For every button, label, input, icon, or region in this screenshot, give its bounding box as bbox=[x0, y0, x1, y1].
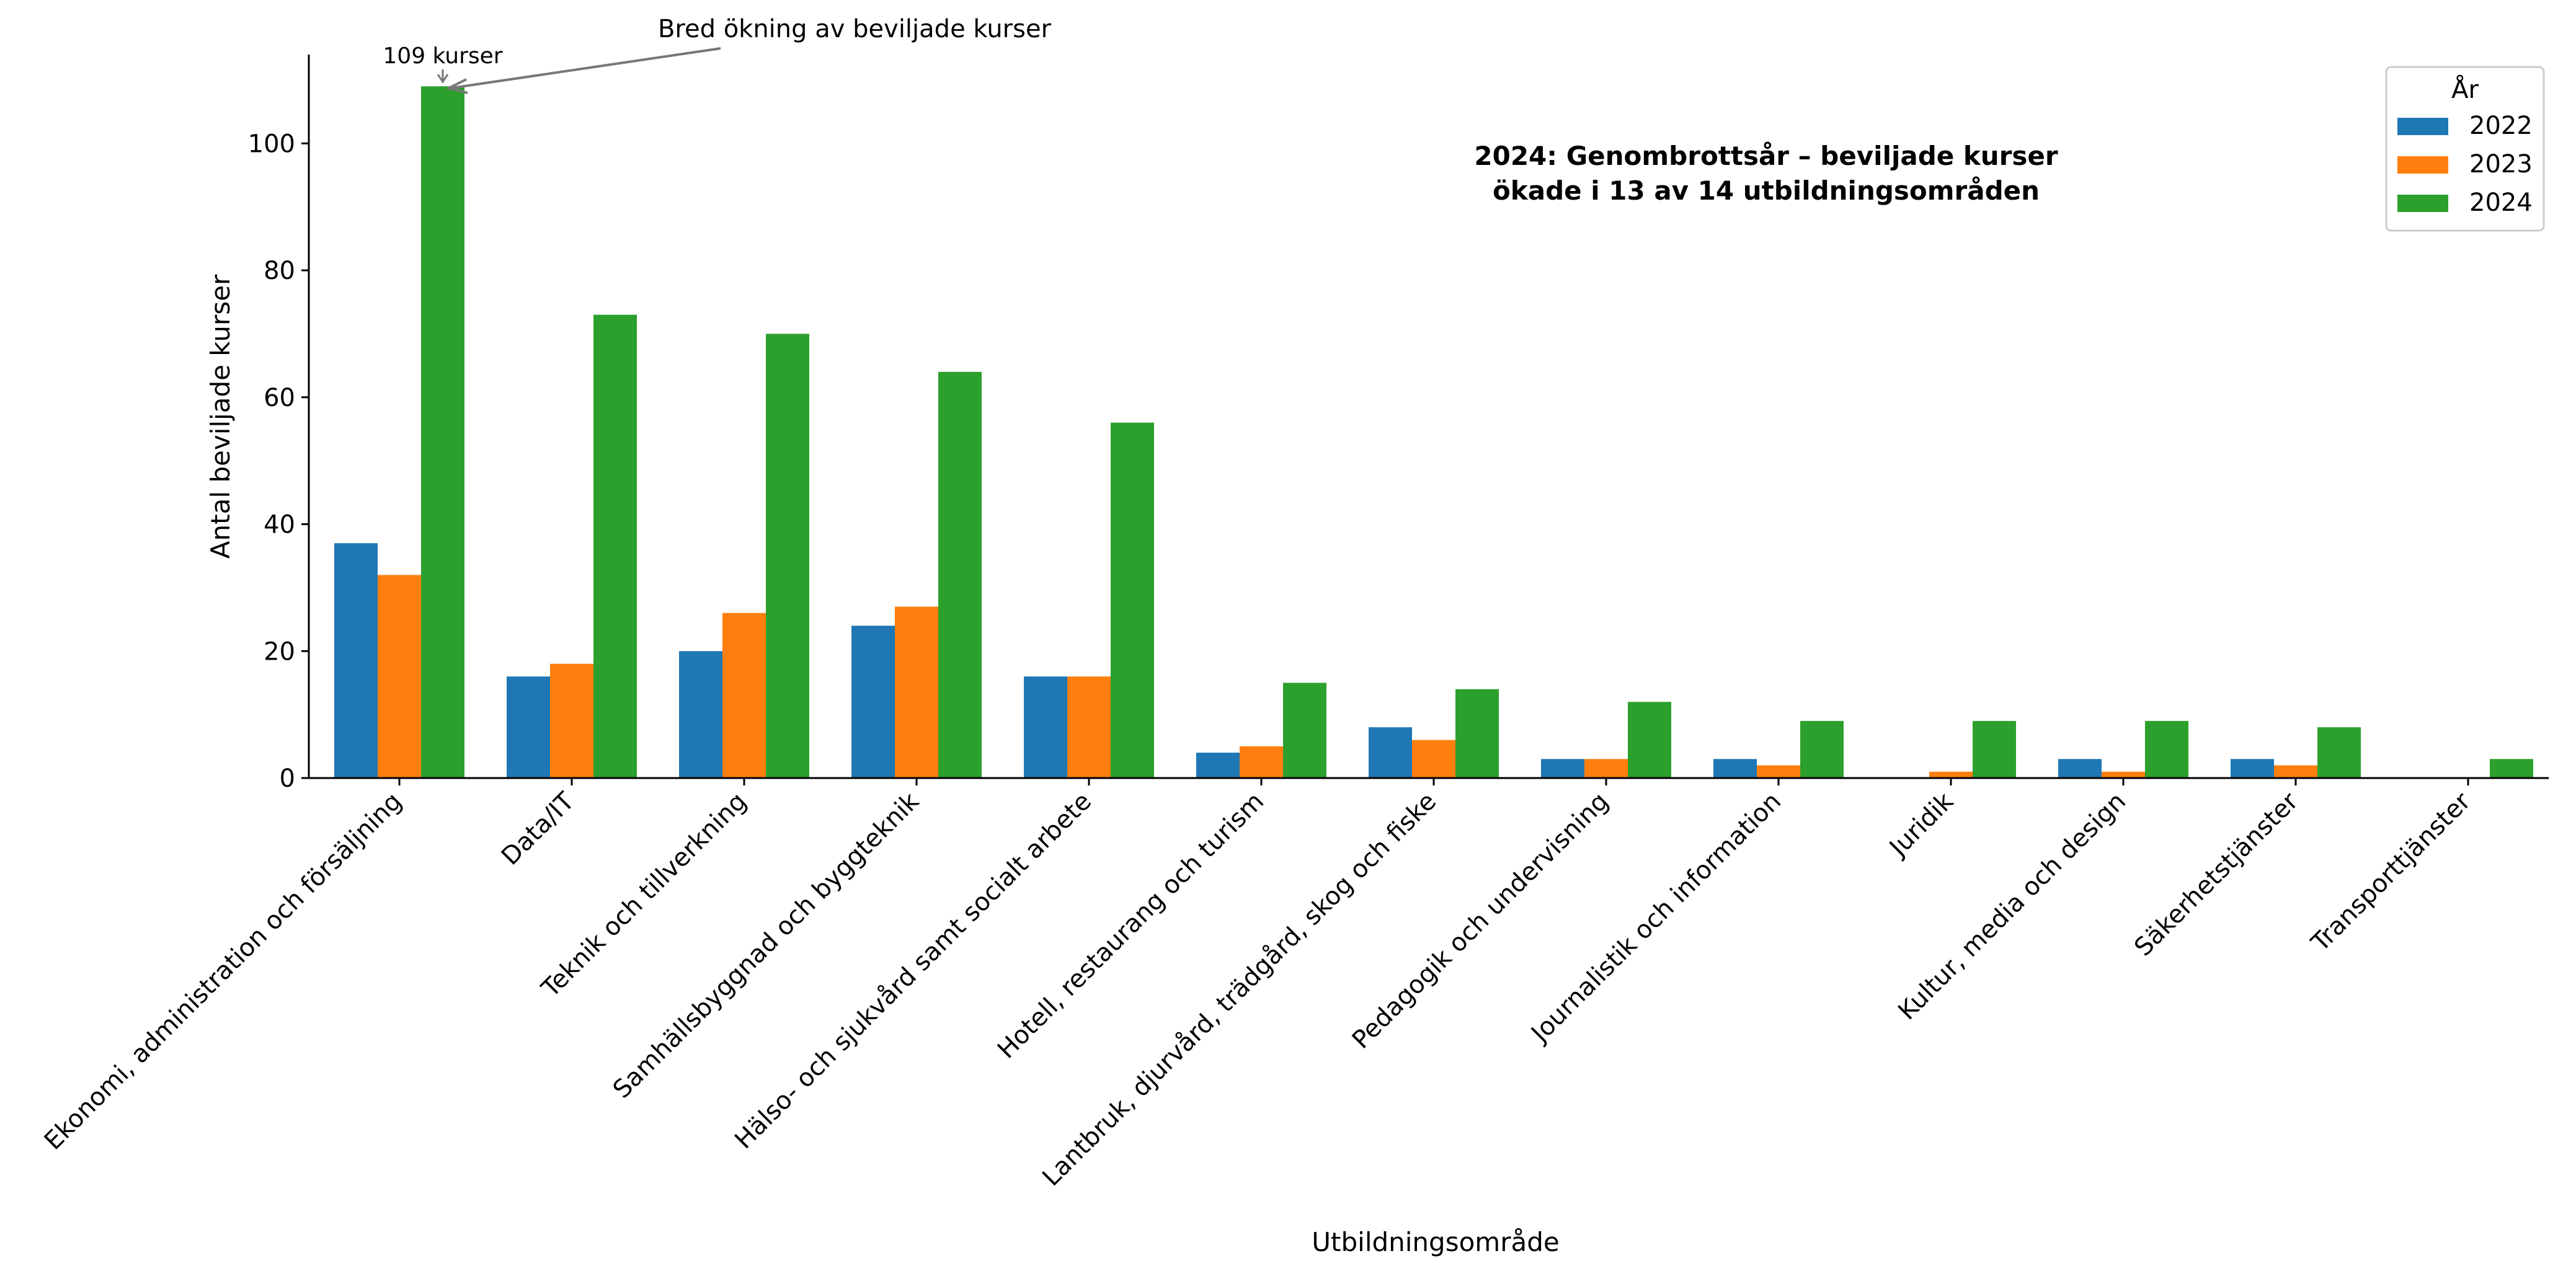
bar-2024-5 bbox=[1283, 683, 1326, 778]
bar-2024-6 bbox=[1455, 689, 1499, 778]
bar-2023-3 bbox=[895, 606, 938, 778]
bar-2022-2 bbox=[679, 651, 722, 778]
bar-2024-4 bbox=[1111, 422, 1154, 778]
bar-2024-2 bbox=[766, 334, 809, 778]
bar-2023-1 bbox=[550, 663, 593, 778]
y-tick-label: 100 bbox=[248, 130, 295, 158]
peak-annotation-label: 109 kurser bbox=[383, 43, 502, 69]
bar-2023-5 bbox=[1240, 746, 1283, 778]
x-axis-label: Utbildningsområde bbox=[1312, 1227, 1559, 1257]
bar-2023-4 bbox=[1067, 676, 1111, 778]
y-tick-label: 80 bbox=[264, 257, 295, 285]
x-tick-label: Hälso- och sjukvård samt socialt arbete bbox=[729, 787, 1097, 1155]
bar-2024-3 bbox=[938, 371, 982, 778]
bar-2023-9 bbox=[1929, 771, 1973, 778]
bar-2022-0 bbox=[334, 543, 378, 778]
bar-2024-1 bbox=[593, 314, 637, 778]
bar-2022-1 bbox=[507, 676, 550, 778]
y-axis-label: Antal beviljade kurser bbox=[205, 274, 236, 559]
bar-2024-8 bbox=[1800, 720, 1844, 778]
legend-swatch-2023 bbox=[2397, 156, 2448, 174]
peak-annotation-head bbox=[437, 74, 449, 84]
annotations-layer: Bred ökning av beviljade kurser 109 kurs… bbox=[383, 15, 1052, 94]
bar-2023-7 bbox=[1584, 759, 1628, 778]
bar-2024-10 bbox=[2145, 720, 2188, 778]
bar-2023-0 bbox=[378, 575, 421, 778]
arrow-annotation-head bbox=[445, 78, 468, 94]
bar-2022-3 bbox=[851, 626, 895, 778]
summary-note-line-1: 2024: Genombrottsår – beviljade kurser bbox=[1474, 141, 2058, 171]
bar-2023-6 bbox=[1412, 740, 1455, 778]
x-tick-label: Data/IT bbox=[496, 787, 580, 871]
bar-2024-0 bbox=[421, 86, 464, 779]
legend-frame bbox=[2385, 66, 2545, 232]
y-ticks: 0 20 40 60 80 100 bbox=[248, 130, 309, 793]
x-tick-label: Säkerhetstjänster bbox=[2129, 787, 2304, 962]
bar-2022-11 bbox=[2231, 759, 2274, 778]
legend-swatch-2022 bbox=[2397, 118, 2448, 135]
legend-title: År bbox=[2451, 74, 2479, 104]
arrow-annotation-label: Bred ökning av beviljade kurser bbox=[658, 15, 1052, 43]
legend-items: 2022 2023 2024 bbox=[2397, 112, 2533, 217]
x-tick-label: Samhällsbyggnad och byggteknik bbox=[608, 787, 925, 1104]
legend-label-2023: 2023 bbox=[2469, 150, 2533, 179]
legend-label-2022: 2022 bbox=[2469, 112, 2533, 140]
axes-layer bbox=[308, 55, 2549, 779]
bar-2024-11 bbox=[2317, 727, 2361, 778]
bar-2022-4 bbox=[1024, 676, 1067, 778]
bar-2023-8 bbox=[1757, 765, 1800, 778]
bar-2023-2 bbox=[722, 613, 766, 778]
x-tick-label: Transporttjänster bbox=[2306, 787, 2476, 957]
bar-2024-9 bbox=[1973, 720, 2016, 778]
bar-2024-7 bbox=[1628, 702, 1671, 778]
x-tick-label: Ekonomi, administration och försäljning bbox=[39, 787, 407, 1156]
y-tick-label: 40 bbox=[264, 511, 295, 539]
summary-note-line-2: ökade i 13 av 14 utbildningsområden bbox=[1493, 175, 2040, 206]
bar-2022-5 bbox=[1196, 753, 1240, 778]
bar-2023-11 bbox=[2274, 765, 2317, 778]
x-tick-label: Lantbruk, djurvård, trädgård, skog och f… bbox=[1037, 787, 1442, 1192]
bar-2022-6 bbox=[1369, 727, 1412, 778]
bar-2024-12 bbox=[2490, 759, 2533, 778]
legend: År 2022 2023 2024 bbox=[2385, 66, 2545, 232]
y-tick-label: 0 bbox=[280, 764, 295, 793]
y-tick-label: 20 bbox=[264, 637, 295, 666]
x-tick-label: Hotell, restaurang och turism bbox=[992, 787, 1269, 1064]
legend-swatch-2024 bbox=[2397, 195, 2448, 212]
summary-note: 2024: Genombrottsår – beviljade kurser ö… bbox=[1474, 141, 2058, 206]
bar-2022-8 bbox=[1713, 759, 1757, 778]
bar-2022-7 bbox=[1541, 759, 1584, 778]
bar-2023-10 bbox=[2102, 771, 2145, 778]
bars-layer bbox=[334, 86, 2533, 779]
x-tick-label: Juridik bbox=[1883, 787, 1959, 863]
y-tick-label: 60 bbox=[264, 384, 295, 412]
arrow-annotation-line bbox=[451, 47, 721, 89]
x-ticks: Ekonomi, administration och försäljning D… bbox=[39, 778, 2476, 1192]
legend-label-2024: 2024 bbox=[2469, 188, 2533, 217]
bar-2022-10 bbox=[2058, 759, 2102, 778]
